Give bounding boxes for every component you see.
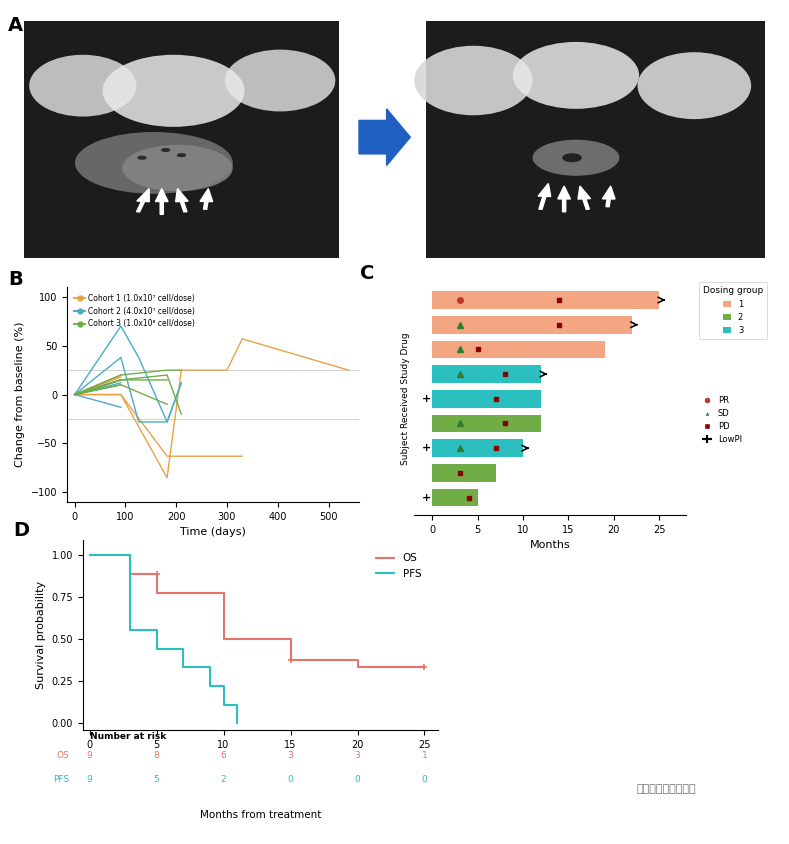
OS — [125, 550, 134, 560]
X-axis label: Months: Months — [530, 540, 570, 550]
Text: PFS: PFS — [54, 775, 69, 784]
FancyArrow shape — [359, 109, 410, 165]
PFS — [178, 663, 188, 673]
Text: 3: 3 — [288, 751, 294, 760]
OS — [286, 655, 295, 665]
Text: 0: 0 — [354, 775, 361, 784]
PFS — [84, 550, 94, 560]
OS — [353, 655, 362, 665]
Line: OS: OS — [89, 555, 424, 668]
Text: C: C — [360, 264, 374, 284]
OS — [286, 634, 295, 644]
Text: 0: 0 — [288, 775, 294, 784]
Text: D: D — [13, 521, 30, 540]
Ellipse shape — [29, 55, 136, 116]
PFS — [219, 700, 228, 710]
OS — [151, 569, 161, 579]
FancyArrow shape — [136, 188, 149, 212]
Y-axis label: Change from baseline (%): Change from baseline (%) — [15, 322, 25, 468]
X-axis label: Time (days): Time (days) — [180, 528, 246, 538]
Bar — [24, 21, 339, 258]
Text: 9: 9 — [87, 775, 92, 784]
Text: 1: 1 — [421, 751, 428, 760]
Legend: Cohort 1 (1.0x10⁷ cell/dose), Cohort 2 (4.0x10⁷ cell/dose), Cohort 3 (1.0x10⁸ ce: Cohort 1 (1.0x10⁷ cell/dose), Cohort 2 (… — [71, 291, 198, 332]
PFS — [151, 644, 161, 654]
Text: 8: 8 — [154, 751, 159, 760]
Ellipse shape — [137, 155, 147, 160]
Bar — [432, 291, 659, 309]
Y-axis label: Subject Received Study Drug: Subject Received Study Drug — [401, 333, 410, 465]
PFS — [125, 625, 134, 635]
Text: 9: 9 — [87, 751, 92, 760]
Legend: OS, PFS: OS, PFS — [372, 549, 425, 582]
Text: B: B — [9, 270, 24, 289]
Bar — [432, 464, 495, 482]
Legend: PR, SD, PD, LowPI: PR, SD, PD, LowPI — [699, 392, 746, 448]
OS — [219, 634, 228, 644]
Bar — [432, 489, 478, 506]
Ellipse shape — [638, 52, 751, 119]
OS — [420, 663, 429, 673]
Text: 5: 5 — [154, 775, 159, 784]
Ellipse shape — [103, 55, 245, 127]
Text: 国际细胞临床与研究: 国际细胞临床与研究 — [637, 784, 697, 794]
Bar — [426, 21, 765, 258]
OS — [151, 587, 161, 598]
Ellipse shape — [533, 140, 619, 176]
PFS — [232, 700, 241, 710]
Ellipse shape — [562, 154, 581, 162]
Ellipse shape — [414, 46, 533, 116]
Y-axis label: Survival probability: Survival probability — [36, 581, 46, 690]
PFS — [151, 625, 161, 635]
Ellipse shape — [161, 148, 170, 152]
Text: +: + — [422, 394, 432, 403]
OS — [125, 569, 134, 579]
Text: 6: 6 — [221, 751, 226, 760]
Text: 0: 0 — [421, 775, 428, 784]
Ellipse shape — [75, 132, 233, 194]
Bar — [432, 316, 632, 333]
FancyArrow shape — [558, 186, 570, 212]
FancyArrow shape — [200, 188, 212, 209]
Ellipse shape — [225, 50, 335, 111]
PFS — [205, 681, 215, 691]
Bar — [432, 365, 541, 383]
OS — [420, 663, 429, 673]
Text: A: A — [8, 16, 23, 35]
Text: Months from treatment: Months from treatment — [200, 810, 321, 820]
FancyArrow shape — [603, 186, 615, 207]
Bar — [432, 390, 541, 408]
FancyArrow shape — [538, 183, 551, 209]
FancyArrow shape — [176, 188, 188, 212]
Bar — [432, 414, 541, 432]
PFS — [205, 663, 215, 673]
Text: Number at risk: Number at risk — [89, 732, 166, 741]
FancyArrow shape — [578, 186, 590, 209]
Line: PFS: PFS — [89, 555, 237, 723]
PFS — [125, 550, 134, 560]
Text: 2: 2 — [221, 775, 226, 784]
Ellipse shape — [177, 153, 186, 157]
OS — [219, 587, 228, 598]
Text: +: + — [422, 493, 432, 502]
Text: 3: 3 — [354, 751, 361, 760]
Ellipse shape — [513, 42, 639, 109]
FancyArrow shape — [155, 188, 168, 214]
Text: OS: OS — [57, 751, 69, 760]
OS — [353, 663, 362, 673]
PFS — [178, 644, 188, 654]
PFS — [219, 681, 228, 691]
Text: +: + — [422, 443, 432, 453]
Ellipse shape — [122, 145, 233, 192]
Bar — [432, 439, 523, 457]
Bar — [432, 340, 604, 359]
PFS — [232, 718, 241, 728]
OS — [84, 550, 94, 560]
